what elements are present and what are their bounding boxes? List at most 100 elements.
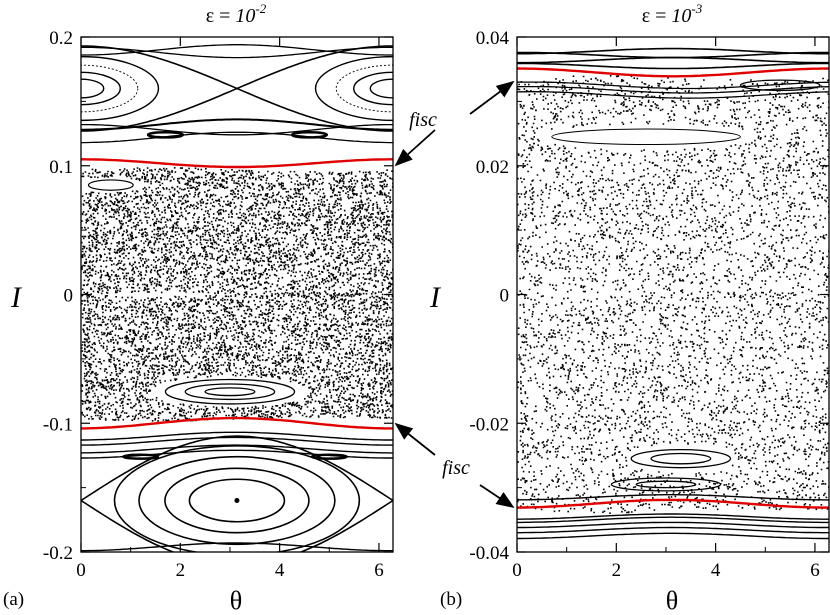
rotational-orbit xyxy=(81,444,393,454)
libration-orbit xyxy=(81,64,139,113)
rotational-orbit xyxy=(517,521,829,529)
y-tick-label: 0.2 xyxy=(49,28,73,49)
y-tick-label: -0.1 xyxy=(43,414,73,435)
rotational-orbit xyxy=(81,44,393,56)
y-tick-label: 0 xyxy=(500,286,510,307)
separatrix xyxy=(81,499,393,552)
rotational-orbit xyxy=(81,431,393,441)
embedded-island-orbit xyxy=(184,383,276,401)
panel-b-ticks: 0 2 4 6 -0.04 -0.02 0 0.02 0.04 xyxy=(469,28,829,581)
red-invariant-curve xyxy=(81,416,393,430)
separatrix xyxy=(81,87,393,132)
y-tick-label: -0.2 xyxy=(43,543,73,564)
elliptic-point xyxy=(234,498,240,503)
annotation-fisc-upper: fisc xyxy=(409,109,437,131)
rotational-orbit xyxy=(81,542,393,552)
panel-a-title: ε = 10-2 xyxy=(206,1,267,27)
libration-orbit xyxy=(81,78,105,99)
libration-orbit xyxy=(138,455,336,546)
x-tick-label: 4 xyxy=(711,560,721,581)
panel-a-red-curves xyxy=(81,158,393,430)
panel-b-title-exponent: -3 xyxy=(691,1,702,16)
panel-b-chaotic-dots xyxy=(517,75,829,514)
y-tick-label: -0.04 xyxy=(469,543,509,564)
y-tick-label: 0 xyxy=(64,286,74,307)
rotational-orbit xyxy=(517,516,829,524)
embedded-island-orbit xyxy=(551,128,741,146)
rotational-orbit xyxy=(81,46,393,59)
embedded-island-orbit xyxy=(630,448,732,469)
red-invariant-curve xyxy=(517,498,829,509)
arrow-fisc-upper-left xyxy=(394,129,436,167)
panel-b-label: (b) xyxy=(440,589,462,610)
rotational-orbit xyxy=(81,123,393,136)
panel-a-ticks: 0 2 4 6 -0.2 -0.1 0 0.1 0.2 xyxy=(43,28,393,581)
panel-b: 0 2 4 6 -0.04 -0.02 0 0.02 0.04 ε = 10-3 I θ (b) xyxy=(429,1,830,615)
chaos-dot-cloud xyxy=(81,167,393,422)
small-island xyxy=(290,131,329,139)
panel-b-title: ε = 10-3 xyxy=(642,1,703,27)
embedded-island-orbit xyxy=(635,480,697,489)
y-tick-label: 0.04 xyxy=(476,28,510,49)
y-tick-label: -0.02 xyxy=(469,414,509,435)
separatrix xyxy=(81,45,393,90)
libration-orbit xyxy=(81,71,121,106)
red-invariant-curve xyxy=(81,158,393,169)
libration-orbit xyxy=(188,478,286,523)
red-invariant-curve xyxy=(517,67,829,78)
embedded-island-orbit xyxy=(204,387,256,397)
libration-orbit xyxy=(164,467,310,534)
arrow-fisc-lower-right xyxy=(479,484,515,508)
embedded-island-orbit xyxy=(610,477,722,492)
x-tick-label: 0 xyxy=(512,560,522,581)
small-island xyxy=(310,453,348,460)
rotational-orbit xyxy=(517,91,829,99)
panel-a-plot-area xyxy=(81,44,393,552)
arrow-fisc-lower-left xyxy=(394,422,436,456)
y-tick-label: 0.1 xyxy=(49,157,73,178)
rotational-orbit xyxy=(517,526,829,534)
panel-b-ylabel: I xyxy=(429,281,442,314)
x-tick-label: 6 xyxy=(374,560,384,581)
x-tick-label: 2 xyxy=(612,560,622,581)
panel-a-title-base: 10 xyxy=(235,5,255,27)
embedded-island-orbit xyxy=(650,452,712,465)
separatrix xyxy=(81,435,393,502)
panel-a-chaotic-dots xyxy=(81,167,393,422)
rotational-orbit xyxy=(517,81,829,90)
y-tick-label: 0.02 xyxy=(476,157,509,178)
rotational-orbit xyxy=(81,436,393,446)
panel-b-title-base: 10 xyxy=(671,5,691,27)
rotational-orbit xyxy=(517,513,829,520)
rotational-orbit xyxy=(517,47,829,55)
rotational-orbit xyxy=(517,56,829,64)
x-tick-label: 0 xyxy=(76,560,86,581)
rotational-orbit xyxy=(517,62,829,70)
embedded-island-orbit xyxy=(164,378,296,405)
rotational-orbit xyxy=(81,131,393,144)
embedded-island-orbit xyxy=(87,179,134,191)
panel-b-xlabel: θ xyxy=(666,586,678,615)
panel-b-red-curves xyxy=(517,67,829,509)
panel-a-title-exponent: -2 xyxy=(255,1,266,16)
panel-a: 0 2 4 6 -0.2 -0.1 0 0.1 0.2 ε = 10-2 I θ (a) xyxy=(3,1,394,615)
rotational-orbit xyxy=(81,118,393,131)
small-island xyxy=(121,453,160,460)
x-tick-label: 6 xyxy=(810,560,820,581)
small-island xyxy=(146,131,185,139)
chaos-dot-cloud xyxy=(517,75,829,514)
annotation-fisc-lower: fisc xyxy=(442,457,470,479)
small-island xyxy=(739,79,821,92)
panel-b-plot-area xyxy=(517,47,829,540)
panel-a-invariant-curves xyxy=(81,44,393,552)
rotational-orbit xyxy=(517,494,829,501)
panel-a-title-prefix: ε = xyxy=(206,5,236,27)
panel-a-xlabel: θ xyxy=(230,586,242,615)
panel-b-invariant-curves xyxy=(517,47,829,540)
libration-orbit xyxy=(81,55,160,122)
arrow-fisc-upper-right xyxy=(469,80,515,115)
panel-a-label: (a) xyxy=(3,589,24,610)
annotations: fisc fisc xyxy=(394,80,515,508)
x-tick-label: 2 xyxy=(176,560,186,581)
